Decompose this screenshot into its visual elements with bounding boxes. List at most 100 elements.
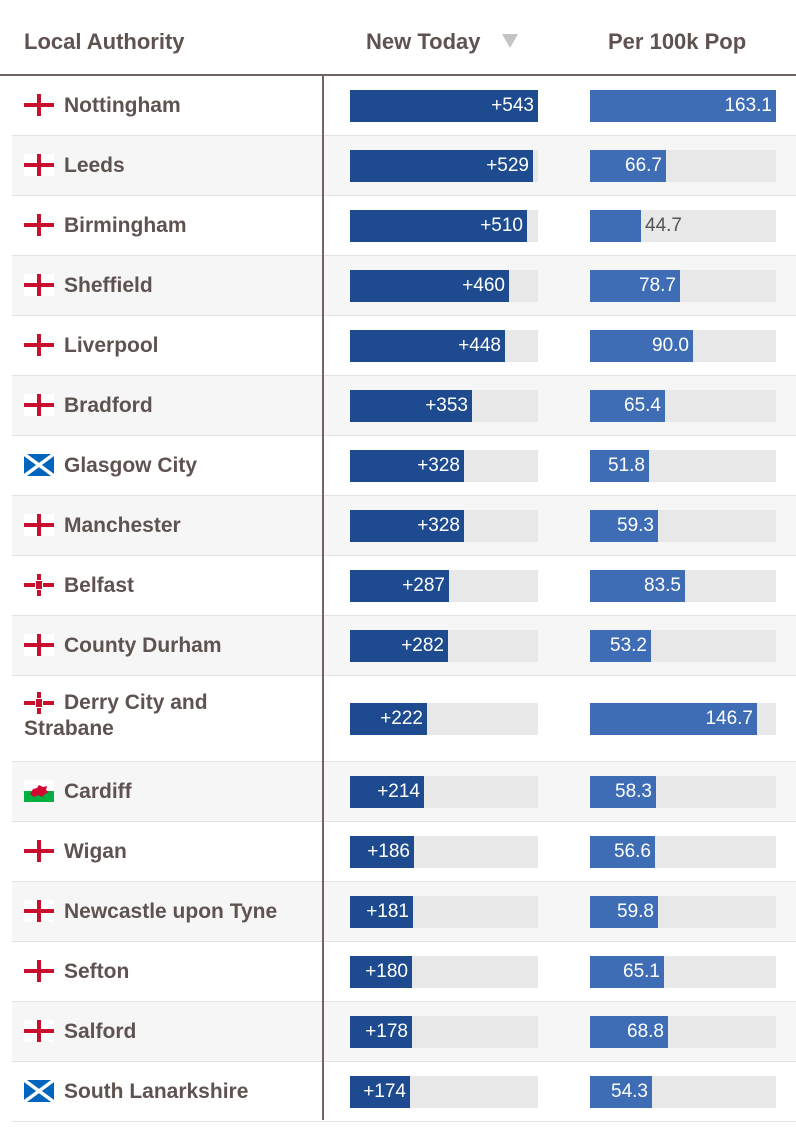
new-today-value: +448 — [458, 335, 501, 356]
new-today-value: +282 — [401, 635, 444, 656]
column-divider — [322, 74, 324, 1120]
per-100k-bar-track: 59.8 — [590, 896, 776, 928]
per-100k-value: 163.1 — [724, 95, 772, 116]
new-today-bar — [350, 90, 538, 122]
table-row[interactable]: Derry City and Strabane +222 146.7 — [12, 676, 796, 762]
per-100k-value: 90.0 — [652, 335, 689, 356]
per-100k-value: 83.5 — [644, 575, 681, 596]
new-today-bar — [350, 270, 509, 302]
new-today-bar-track: +460 — [350, 270, 538, 302]
new-today-bar — [350, 210, 527, 242]
new-today-bar-track: +181 — [350, 896, 538, 928]
new-today-bar — [350, 150, 533, 182]
table-row[interactable]: Liverpool +448 90.0 — [12, 316, 796, 376]
new-today-bar-track: +214 — [350, 776, 538, 808]
new-today-bar — [350, 896, 413, 928]
per-100k-value: 54.3 — [611, 1081, 648, 1102]
table-row[interactable]: Glasgow City +328 51.8 — [12, 436, 796, 496]
table-row[interactable]: Bradford +353 65.4 — [12, 376, 796, 436]
table-row[interactable]: Newcastle upon Tyne +181 59.8 — [12, 882, 796, 942]
sort-descending-icon[interactable] — [502, 34, 518, 48]
new-today-bar-track: +174 — [350, 1076, 538, 1108]
new-today-bar-track: +180 — [350, 956, 538, 988]
per-100k-bar — [590, 510, 658, 542]
column-header-new-today[interactable]: New Today — [366, 29, 481, 54]
new-today-bar-track: +282 — [350, 630, 538, 662]
new-today-bar-track: +178 — [350, 1016, 538, 1048]
england-flag-icon — [24, 274, 54, 296]
per-100k-bar-track: 54.3 — [590, 1076, 776, 1108]
england-flag-icon — [24, 154, 54, 176]
per-100k-bar — [590, 896, 658, 928]
england-flag-icon — [24, 514, 54, 536]
per-100k-bar — [590, 450, 649, 482]
table-row[interactable]: Cardiff +214 58.3 — [12, 762, 796, 822]
england-flag-icon — [24, 840, 54, 862]
england-flag-icon — [24, 1020, 54, 1042]
new-today-bar — [350, 570, 449, 602]
england-flag-icon — [24, 394, 54, 416]
new-today-value: +186 — [367, 841, 410, 862]
per-100k-bar — [590, 90, 776, 122]
per-100k-value: 58.3 — [615, 781, 652, 802]
table-row[interactable]: Belfast +287 83.5 — [12, 556, 796, 616]
authority-name: Newcastle upon Tyne — [64, 900, 278, 923]
column-header-local-authority[interactable]: Local Authority — [24, 29, 185, 54]
table-row[interactable]: Sefton +180 65.1 — [12, 942, 796, 1002]
northern-ireland-flag-icon — [24, 692, 54, 714]
new-today-bar-track: +328 — [350, 510, 538, 542]
column-header-per-100k[interactable]: Per 100k Pop — [608, 29, 747, 54]
new-today-value: +181 — [366, 901, 409, 922]
table-row[interactable]: County Durham +282 53.2 — [12, 616, 796, 676]
england-flag-icon — [24, 900, 54, 922]
authority-name: County Durham — [64, 634, 222, 657]
per-100k-bar — [590, 836, 655, 868]
new-today-value: +287 — [402, 575, 445, 596]
table-row[interactable]: Birmingham +510 44.7 — [12, 196, 796, 256]
new-today-value: +460 — [462, 275, 505, 296]
per-100k-value: 68.8 — [627, 1021, 664, 1042]
new-today-value: +328 — [417, 455, 460, 476]
new-today-value: +178 — [365, 1021, 408, 1042]
table-row[interactable]: Manchester +328 59.3 — [12, 496, 796, 556]
per-100k-bar — [590, 570, 685, 602]
per-100k-bar-track: 44.7 — [590, 210, 776, 242]
new-today-value: +328 — [417, 515, 460, 536]
new-today-bar-track: +353 — [350, 390, 538, 422]
authority-name: Birmingham — [64, 214, 187, 237]
per-100k-value: 44.7 — [645, 215, 682, 236]
authority-name: Liverpool — [64, 334, 159, 357]
new-today-bar — [350, 956, 412, 988]
new-today-bar-track: +222 — [350, 703, 538, 735]
per-100k-bar-track: 78.7 — [590, 270, 776, 302]
new-today-bar — [350, 630, 448, 662]
england-flag-icon — [24, 334, 54, 356]
new-today-value: +510 — [480, 215, 523, 236]
table-row[interactable]: Sheffield +460 78.7 — [12, 256, 796, 316]
new-today-bar — [350, 776, 424, 808]
table-row[interactable]: Salford +178 68.8 — [12, 1002, 796, 1062]
new-today-bar-track: +529 — [350, 150, 538, 182]
authority-name: Wigan — [64, 840, 127, 863]
new-today-bar-track: +510 — [350, 210, 538, 242]
per-100k-bar — [590, 330, 693, 362]
per-100k-bar — [590, 630, 651, 662]
new-today-bar — [350, 1016, 412, 1048]
per-100k-bar-track: 163.1 — [590, 90, 776, 122]
table-row[interactable]: Leeds +529 66.7 — [12, 136, 796, 196]
per-100k-bar — [590, 150, 666, 182]
new-today-bar — [350, 836, 414, 868]
per-100k-bar — [590, 956, 664, 988]
authority-name: Salford — [64, 1020, 137, 1043]
authority-name: Sefton — [64, 960, 130, 983]
table-row[interactable]: Wigan +186 56.6 — [12, 822, 796, 882]
england-flag-icon — [24, 214, 54, 236]
table-row[interactable]: Nottingham +543 163.1 — [12, 76, 796, 136]
new-today-value: +214 — [377, 781, 420, 802]
new-today-bar-track: +448 — [350, 330, 538, 362]
new-today-bar — [350, 390, 472, 422]
per-100k-bar — [590, 1076, 652, 1108]
table-row[interactable]: South Lanarkshire +174 54.3 — [12, 1062, 796, 1122]
per-100k-bar — [590, 1016, 668, 1048]
